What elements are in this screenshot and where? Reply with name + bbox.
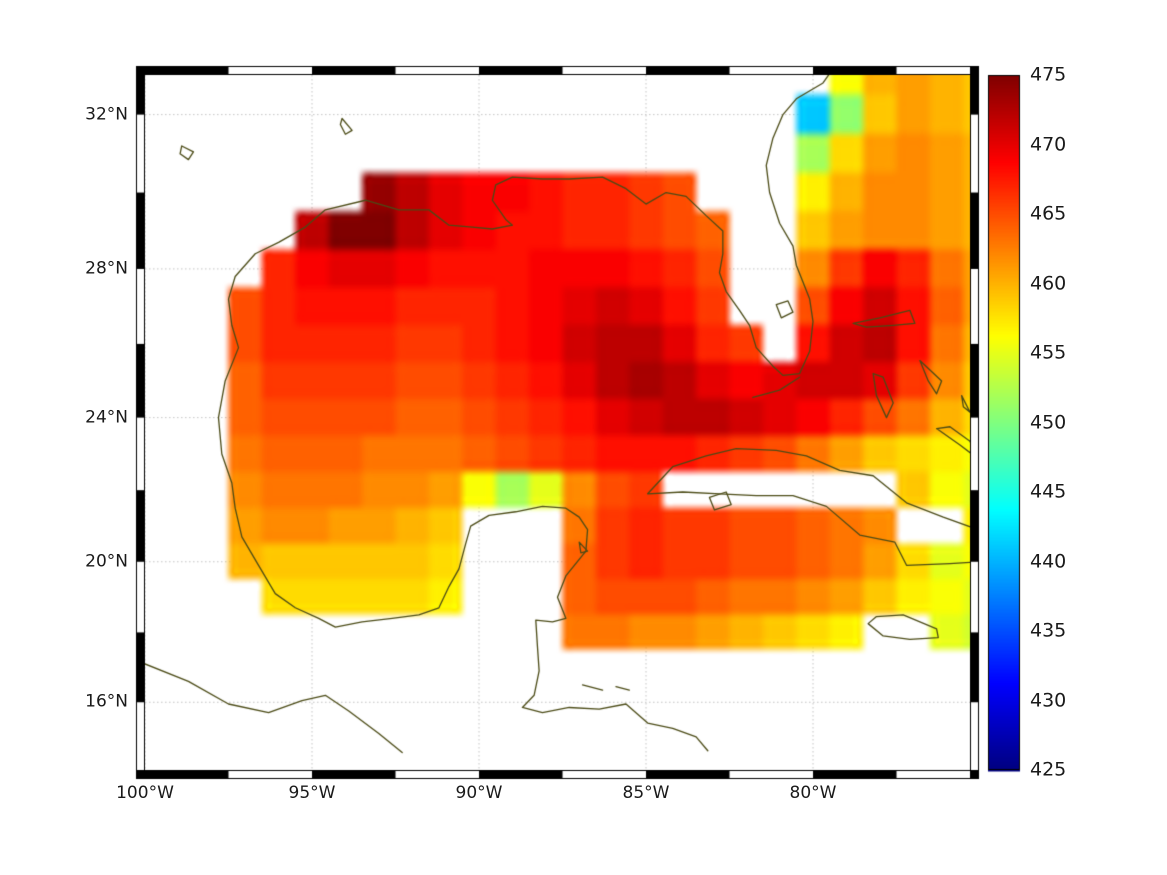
figure: 100°W 95°W 90°W 85°W 80°W 16°N 20°N 24°N 28°N 32°… (0, 0, 1167, 875)
gulf-heatmap-canvas (0, 0, 1167, 875)
